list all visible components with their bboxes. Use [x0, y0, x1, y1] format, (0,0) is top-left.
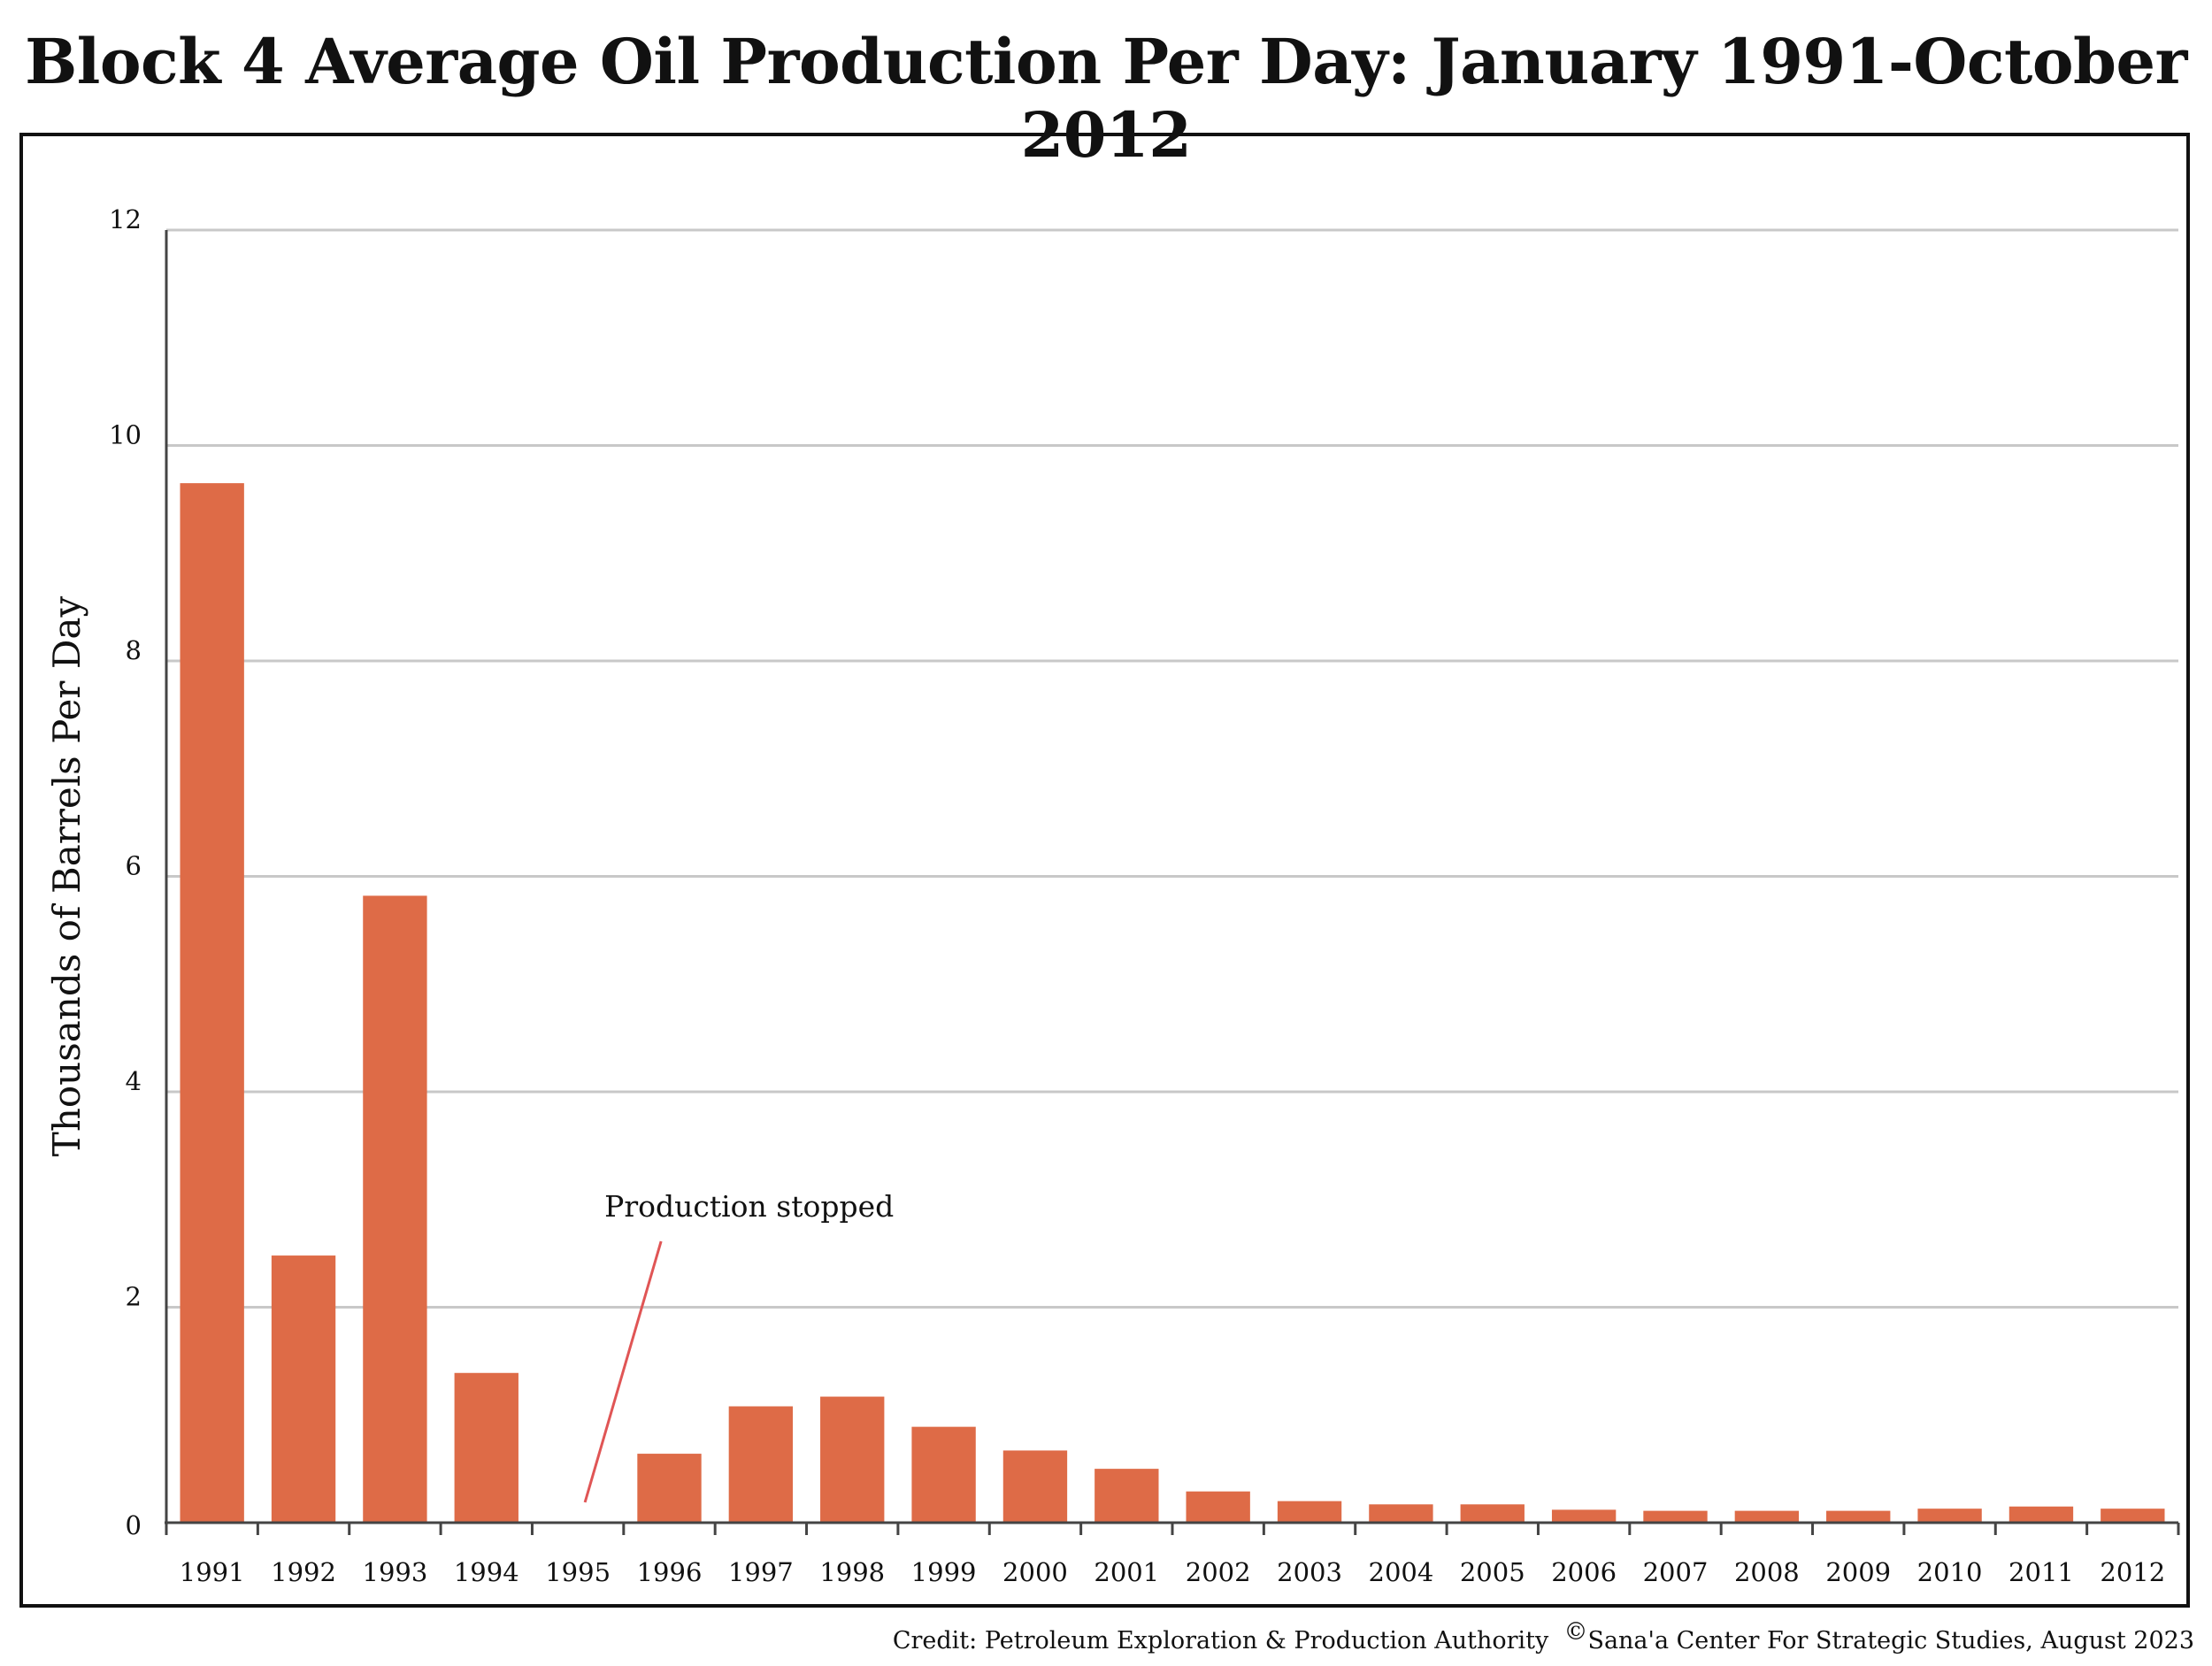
y-tick-label: 2 [126, 1282, 142, 1312]
bars [180, 483, 2165, 1523]
x-tick-label: 1999 [911, 1557, 977, 1587]
bar-1994 [454, 1372, 518, 1523]
bar-1997 [728, 1406, 794, 1523]
bar-1996 [637, 1454, 702, 1523]
bar-2004 [1369, 1504, 1433, 1523]
bar-1999 [911, 1426, 976, 1523]
bar-2008 [1734, 1510, 1800, 1523]
copyright-text: Sana'a Center For Strategic Studies, Aug… [1587, 1627, 2194, 1654]
axes [165, 230, 2180, 1535]
x-tick-label: 2008 [1734, 1557, 1800, 1587]
bar-1992 [271, 1255, 336, 1523]
bar-1993 [363, 895, 427, 1523]
y-tick-label: 4 [126, 1066, 142, 1096]
bar-2012 [2101, 1509, 2165, 1523]
x-tick-label: 1996 [637, 1557, 703, 1587]
bar-2003 [1277, 1501, 1342, 1523]
x-tick-label: 2002 [1186, 1557, 1251, 1587]
credit-text: Credit: Petroleum Exploration & Producti… [892, 1627, 1549, 1654]
bar-2000 [1002, 1450, 1068, 1523]
x-tick-label: 2005 [1460, 1557, 1525, 1587]
x-tick-label: 1992 [271, 1557, 336, 1587]
y-tick-label: 6 [126, 851, 142, 881]
credit-line: Credit: Petroleum Exploration & Producti… [892, 1620, 2194, 1654]
x-tick-label: 1991 [180, 1557, 245, 1587]
x-tick-label: 1998 [819, 1557, 885, 1587]
bar-1998 [820, 1396, 885, 1523]
x-tick-label: 1995 [545, 1557, 611, 1587]
y-tick-label: 12 [109, 204, 142, 234]
x-tick-label: 2010 [1917, 1557, 1983, 1587]
y-tick-label: 0 [126, 1510, 142, 1540]
bar-2011 [2008, 1506, 2074, 1523]
bar-1991 [180, 483, 244, 1523]
x-tick-label: 2000 [1002, 1557, 1068, 1587]
x-tick-label: 2007 [1643, 1557, 1709, 1587]
annotation-label: Production stopped [604, 1189, 894, 1224]
bar-2005 [1460, 1504, 1525, 1523]
x-tick-label: 2003 [1277, 1557, 1342, 1587]
x-tick-label: 1997 [728, 1557, 794, 1587]
y-tick-label: 10 [109, 420, 142, 450]
x-tick-label: 2009 [1825, 1557, 1891, 1587]
gridlines [166, 228, 2178, 1309]
bar-2009 [1826, 1510, 1891, 1523]
bar-2002 [1186, 1491, 1250, 1523]
copyright-symbol: © [1563, 1618, 1588, 1646]
y-tick-label: 8 [126, 635, 142, 665]
annotations: Production stopped [583, 1189, 894, 1503]
x-tick-label: 2006 [1551, 1557, 1617, 1587]
x-tick-label: 1994 [454, 1557, 519, 1587]
bar-2001 [1094, 1469, 1159, 1523]
chart-frame [19, 133, 2190, 1608]
x-tick-label: 2012 [2100, 1557, 2165, 1587]
y-axis-title: Thousands of Barrels Per Day [45, 596, 88, 1157]
x-tick-label: 2011 [2008, 1557, 2074, 1587]
bar-2006 [1551, 1509, 1617, 1523]
annotation-pointer-line [583, 1240, 663, 1503]
x-tick-label: 2004 [1369, 1557, 1434, 1587]
axis-labels: 0 2 4 6 8 10 12 1991 1992 1993 1994 1995 1996 1997 199… [45, 204, 2165, 1587]
x-tick-label: 2001 [1094, 1557, 1159, 1587]
x-tick-label: 1993 [363, 1557, 428, 1587]
bar-2010 [1917, 1509, 1982, 1523]
bar-2007 [1643, 1510, 1708, 1523]
